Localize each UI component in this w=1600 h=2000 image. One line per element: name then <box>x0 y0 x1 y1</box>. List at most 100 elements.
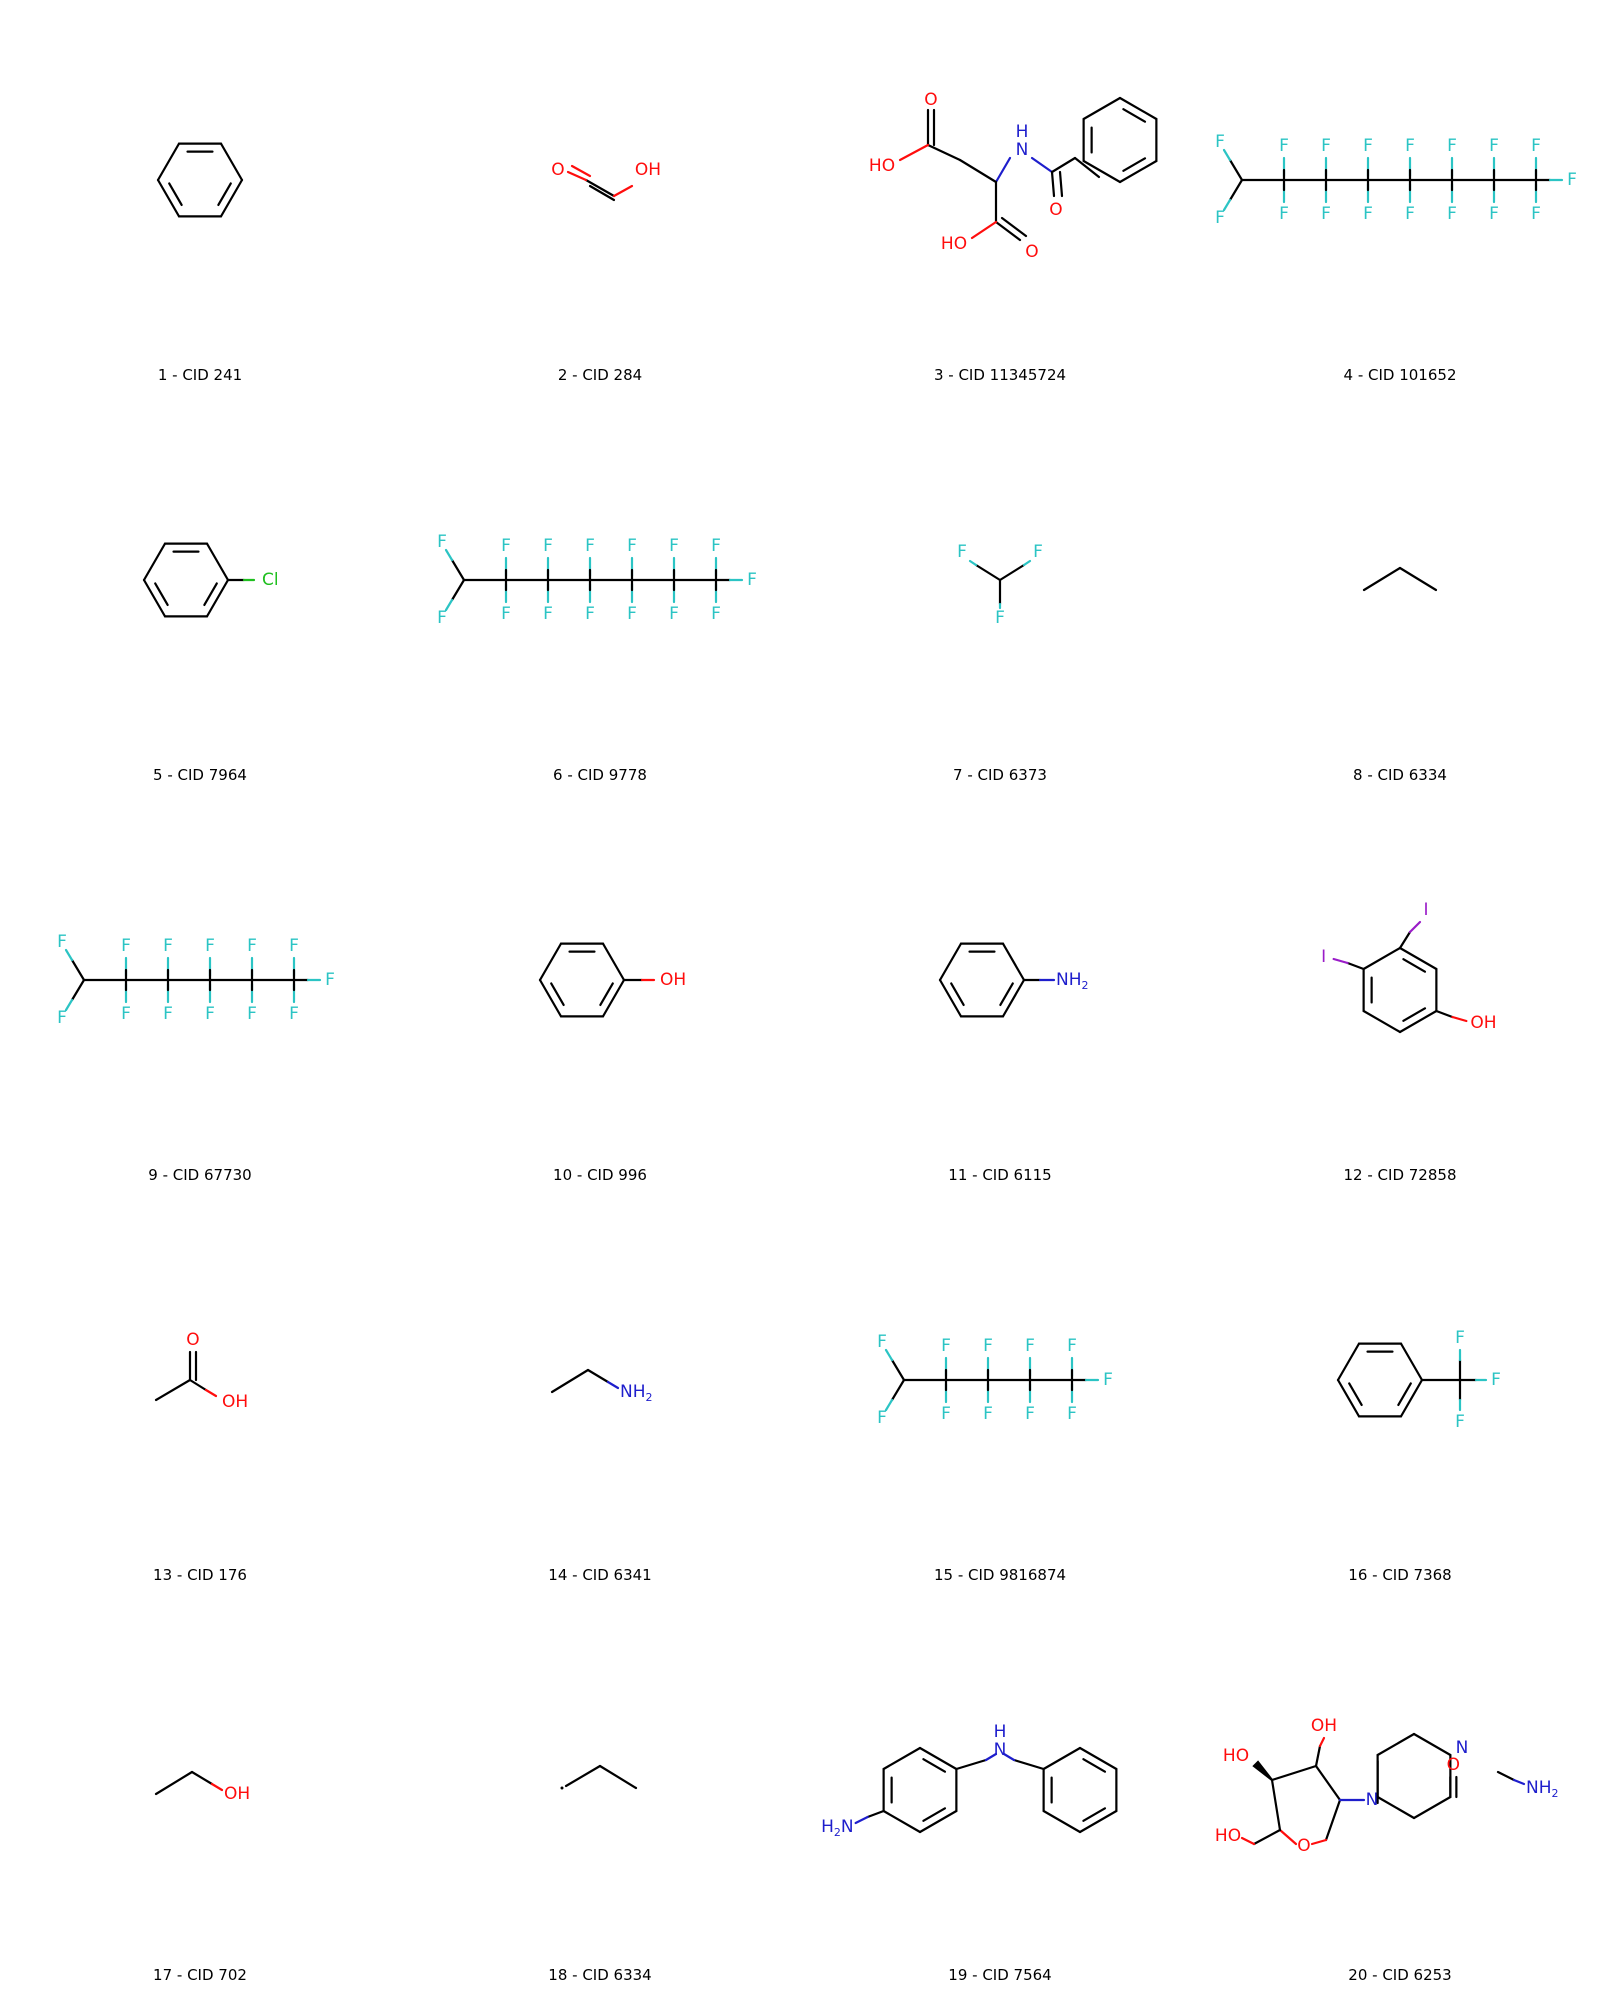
bond-line <box>1022 559 1032 567</box>
nh-label: N <box>994 1740 1007 1760</box>
bond-line <box>955 1758 988 1771</box>
bond-line <box>1073 156 1101 179</box>
fluorine-label: F <box>289 1004 299 1024</box>
ring-bond <box>882 1809 922 1834</box>
molecule-structure: OH <box>538 942 686 1018</box>
bond-line <box>998 563 1026 582</box>
bond-line <box>1314 1764 1342 1802</box>
bond-line <box>190 1770 214 1786</box>
ring-bond <box>1336 1378 1361 1418</box>
bond-line <box>564 1764 602 1788</box>
bond-line <box>444 548 454 562</box>
molecule-cell: 18 - CID 6334 <box>400 1600 800 2000</box>
amino-label: NH2 <box>620 1382 653 1404</box>
ring-bond <box>918 1809 958 1834</box>
ring-double-bond <box>217 182 232 207</box>
fluorine-label: F <box>1279 204 1289 224</box>
bond-line <box>450 558 466 582</box>
bond-line <box>1310 1838 1328 1846</box>
molecule-legend: 15 - CID 9816874 <box>933 1566 1067 1584</box>
atom-dot <box>560 1786 564 1790</box>
bond-line <box>612 184 634 198</box>
ring-bond <box>1042 1746 1082 1771</box>
molecule-structure: NH2 <box>938 942 1089 1018</box>
fluorine-label: F <box>747 570 757 590</box>
hydroxyl-label: OH <box>635 160 661 180</box>
bond-line <box>1228 158 1244 182</box>
fluorine-label: F <box>1025 1404 1035 1424</box>
molecule-legend: 4 - CID 101652 <box>1343 366 1457 384</box>
bond-line <box>1000 216 1028 238</box>
bond-line <box>884 1348 894 1362</box>
ring-double-bond <box>203 582 218 607</box>
fluorine-label: F <box>1025 1336 1035 1356</box>
molecule-legend: 12 - CID 72858 <box>1343 1166 1457 1184</box>
fluorine-label: F <box>1215 132 1225 152</box>
bond-line <box>984 1752 998 1762</box>
hydroxyl-label: OH <box>1470 1013 1496 1033</box>
bond-line <box>1314 1744 1322 1768</box>
bond-line <box>586 1368 610 1384</box>
amino-label: H2N <box>821 1817 854 1839</box>
fluorine-label: F <box>1447 136 1457 156</box>
fluorine-label: F <box>1321 204 1331 224</box>
bond-line <box>994 220 1022 242</box>
bond-line <box>1408 920 1422 934</box>
fluorine-label: F <box>585 604 595 624</box>
molecule-cell: NH2 14 - CID 6341 <box>400 1200 800 1600</box>
ring-bond <box>1078 1809 1118 1834</box>
ring-double-bond <box>599 982 614 1007</box>
bond-line <box>1050 156 1077 174</box>
molecule-structure <box>156 142 244 218</box>
fluorine-label: F <box>247 1004 257 1024</box>
bond-line <box>890 1378 906 1402</box>
fluorine-label: F <box>57 932 67 952</box>
ring-bond <box>1399 1342 1424 1382</box>
ring-bond <box>1362 946 1402 971</box>
fluorine-label: F <box>289 936 299 956</box>
fluorine-label: F <box>627 604 637 624</box>
molecule-structure: F F F F F F F F F F F F F <box>57 932 335 1028</box>
oxygen-label: O <box>924 90 937 110</box>
molecule-cell: F F F F F F F F F F F 15 - CID 9816874 <box>800 1200 1200 1600</box>
molecule-structure: F F F F F F F F F F F F F F F <box>437 532 757 628</box>
fluorine-label: F <box>1215 208 1225 228</box>
molecule-legend: 1 - CID 241 <box>157 366 243 384</box>
molecule-legend: 11 - CID 6115 <box>948 1166 1052 1184</box>
bond-line <box>154 1378 192 1402</box>
ring-bond <box>205 542 230 582</box>
molecule-structure: NH H2N <box>821 1722 1118 1839</box>
molecule-cell: OH 10 - CID 996 <box>400 800 800 1200</box>
molecule-cell: 8 - CID 6334 <box>1200 400 1600 800</box>
molecule-legend: 9 - CID 67730 <box>148 1166 252 1184</box>
ring-bond <box>1001 942 1026 982</box>
ring-double-bond <box>168 182 183 207</box>
fluorine-label: F <box>121 936 131 956</box>
molecule-cell: O OH 13 - CID 176 <box>0 1200 400 1600</box>
fluorine-label: F <box>163 1004 173 1024</box>
bond-line <box>188 1378 208 1392</box>
fluorine-label: F <box>669 604 679 624</box>
nh-h-label: H <box>994 1722 1007 1742</box>
bond-line <box>1398 930 1412 950</box>
molecule-legend: 2 - CID 284 <box>557 366 643 384</box>
ring-bond <box>156 178 181 218</box>
ring-bond <box>938 978 963 1018</box>
fluorine-label: F <box>163 936 173 956</box>
fluorine-label: F <box>437 532 447 552</box>
bond-line <box>1270 1778 1282 1832</box>
bond-line <box>154 1770 194 1796</box>
molecule-legend: 18 - CID 6334 <box>548 1966 652 1984</box>
molecule-legend: 13 - CID 176 <box>153 1566 247 1584</box>
ring-bond <box>1118 96 1158 121</box>
ring-bond <box>1001 978 1026 1018</box>
molecule-structure: O OH <box>551 160 661 202</box>
molecule-cell: O OH 2 - CID 284 <box>400 0 800 400</box>
ring-bond <box>1376 1795 1416 1820</box>
ring-bond <box>1082 159 1122 184</box>
bond-line <box>1278 1828 1298 1846</box>
fluorine-label: F <box>1531 136 1541 156</box>
bond-line <box>1252 1828 1282 1846</box>
fluorine-label: F <box>501 536 511 556</box>
bond-line <box>898 143 930 162</box>
